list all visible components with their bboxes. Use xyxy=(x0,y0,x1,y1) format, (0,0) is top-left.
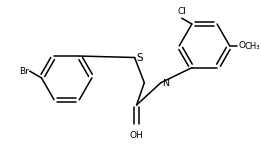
Text: N: N xyxy=(162,79,169,88)
Text: Br: Br xyxy=(19,67,29,76)
Text: S: S xyxy=(137,53,143,62)
Text: OH: OH xyxy=(130,131,143,140)
Text: CH₃: CH₃ xyxy=(244,42,260,51)
Text: Cl: Cl xyxy=(177,7,186,16)
Text: O: O xyxy=(238,41,245,50)
